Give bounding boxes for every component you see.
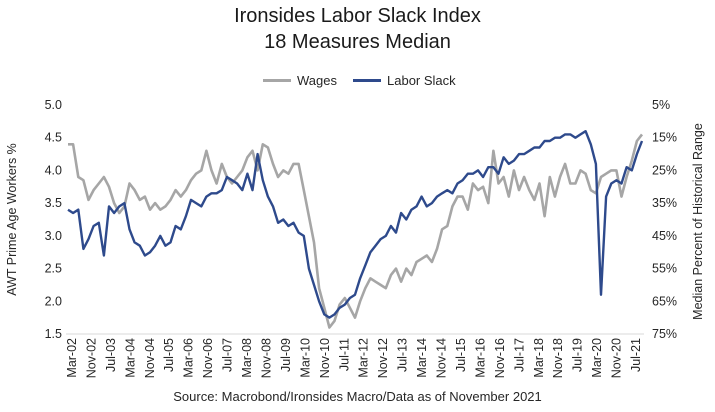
x-tick-label: Nov-18 [551,338,565,378]
x-tick-label: Mar-06 [182,338,196,378]
x-tick-label: Mar-08 [240,338,254,378]
x-tick-label: Jul-09 [279,338,293,372]
x-tick-label: Mar-18 [532,338,546,378]
x-tick-label: Jul-17 [512,338,526,372]
x-tick-label: Mar-12 [357,338,371,378]
y-left-tick-label: 2.0 [45,294,62,308]
x-tick-label: Nov-04 [143,338,157,378]
y-left-tick-label: 1.5 [45,327,62,341]
x-tick-label: Nov-12 [376,338,390,378]
legend-item-wages: Wages [263,70,337,90]
x-tick-label: Nov-02 [84,338,98,378]
y-right-tick-label: 65% [652,294,677,308]
y-right-tick-label: 25% [652,163,677,177]
y-left-tick-label: 5.0 [45,98,62,112]
legend-swatch-wages [263,78,291,82]
series-line-wages [68,133,644,329]
y-right-tick-label: 45% [652,229,677,243]
series-line-labor-slack [67,129,644,319]
x-tick-label: Mar-20 [590,338,604,378]
y-left-tick-label: 3.0 [45,229,62,243]
x-tick-label: Nov-14 [435,338,449,378]
y-axis-right-label: Median Percent of Historical Range [691,123,705,320]
x-tick-label: Mar-14 [415,338,429,378]
y-right-tick-label: 75% [652,327,677,341]
y-left-tick-label: 4.0 [45,163,62,177]
x-tick-label: Jul-03 [104,338,118,372]
x-tick-label: Nov-06 [201,338,215,378]
legend-item-labor-slack: Labor Slack [353,70,456,90]
x-tick-label: Nov-08 [259,338,273,378]
y-left-tick-label: 3.5 [45,196,62,210]
legend-swatch-labor-slack [353,78,381,82]
x-tick-label: Jul-11 [337,338,351,371]
legend-label-labor-slack: Labor Slack [387,72,456,88]
legend: Wages Labor Slack [0,70,715,90]
x-tick-label: Mar-16 [473,338,487,378]
x-tick-label: Jul-15 [454,338,468,372]
x-tick-label: Jul-05 [162,338,176,372]
chart-subtitle: 18 Measures Median [264,31,451,53]
y-right-tick-label: 35% [652,196,677,210]
source-note: Source: Macrobond/Ironsides Macro/Data a… [173,389,542,404]
x-tick-label: Mar-04 [123,338,137,378]
y-left-tick-label: 2.5 [45,262,62,276]
y-axis-left-label: AWT Prime Age Workers % [5,143,19,296]
y-right-tick-label: 55% [652,262,677,276]
x-tick-label: Nov-20 [610,338,624,378]
x-tick-label: Jul-19 [571,338,585,372]
legend-label-wages: Wages [297,72,337,88]
x-tick-label: Jul-13 [396,338,410,372]
y-left-tick-label: 4.5 [45,131,62,145]
y-right-tick-label: 5% [652,98,670,112]
x-tick-label: Nov-10 [318,338,332,378]
x-tick-label: Mar-10 [298,338,312,378]
x-tick-label: Nov-16 [493,338,507,378]
x-tick-label: Jul-07 [221,338,235,372]
x-tick-label: Mar-02 [65,338,79,378]
x-tick-label: Jul-21 [629,338,643,372]
y-right-tick-label: 15% [652,131,677,145]
chart-title: Ironsides Labor Slack Index [234,5,481,27]
